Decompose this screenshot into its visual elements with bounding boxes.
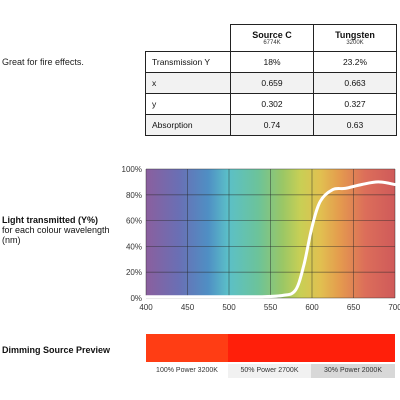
- swatch-100-percent: [146, 334, 228, 362]
- chart-ticks: 400 450 500 550 600 650 700 0% 20% 40% 60% 80% 100%: [122, 165, 400, 312]
- table-row: Transmission Y 18% 23.2%: [145, 51, 397, 73]
- column-temperature: 6774K: [263, 39, 281, 46]
- y-tick-label: 60%: [126, 217, 142, 226]
- dimming-label-100: 100% Power 3200K: [146, 364, 228, 378]
- column-name: Source C: [252, 29, 292, 40]
- x-tick-label: 450: [181, 303, 195, 312]
- spec-table-header: Source C 6774K Tungsten 3200K: [146, 24, 397, 52]
- row-label: Transmission Y: [145, 51, 231, 73]
- row-label: x: [145, 72, 231, 94]
- table-cell: 0.663: [313, 72, 397, 94]
- dimming-label-50: 50% Power 2700K: [228, 364, 311, 378]
- row-label: y: [145, 93, 231, 115]
- table-cell: 0.63: [313, 114, 397, 136]
- x-tick-label: 400: [139, 303, 153, 312]
- y-tick-label: 20%: [126, 268, 142, 277]
- spec-table: Source C 6774K Tungsten 3200K Transmissi…: [145, 24, 397, 136]
- y-tick-label: 100%: [122, 165, 142, 174]
- dimming-label-30: 30% Power 2000K: [311, 364, 395, 378]
- column-temperature: 3200K: [346, 39, 364, 46]
- table-cell: 0.327: [313, 93, 397, 115]
- dimming-title: Dimming Source Preview: [2, 345, 111, 355]
- row-label: Absorption: [145, 114, 231, 136]
- table-cell: 0.74: [230, 114, 314, 136]
- transmission-line: [144, 180, 397, 299]
- column-tungsten: Tungsten 3200K: [313, 24, 397, 52]
- x-tick-label: 650: [347, 303, 361, 312]
- x-tick-label: 550: [264, 303, 278, 312]
- x-tick-label: 700: [388, 303, 400, 312]
- table-row: y 0.302 0.327: [145, 93, 397, 115]
- x-tick-label: 500: [222, 303, 236, 312]
- chart-caption: Light transmitted (Y%) for each colour w…: [2, 215, 122, 245]
- y-tick-label: 0%: [130, 294, 142, 303]
- y-tick-label: 40%: [126, 242, 142, 251]
- x-tick-label: 600: [305, 303, 319, 312]
- y-tick-label: 80%: [126, 191, 142, 200]
- table-cell: 18%: [230, 51, 314, 73]
- column-source-c: Source C 6774K: [230, 24, 314, 52]
- table-cell: 0.302: [230, 93, 314, 115]
- chart-title: Light transmitted (Y%): [2, 215, 98, 225]
- swatch-50-30-percent: [228, 334, 395, 362]
- column-name: Tungsten: [335, 29, 375, 40]
- filter-description: Great for fire effects.: [2, 57, 84, 67]
- table-row: Absorption 0.74 0.63: [145, 114, 397, 136]
- chart-subtitle: for each colour wavelength (nm): [2, 225, 110, 245]
